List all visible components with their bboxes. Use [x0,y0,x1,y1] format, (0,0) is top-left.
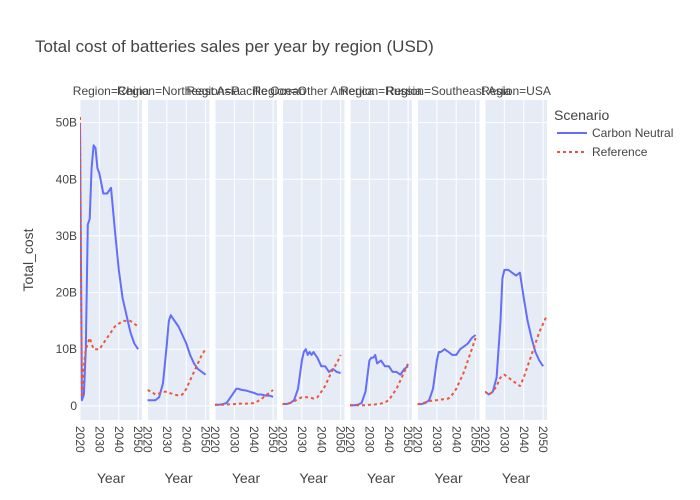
facet-series [417,334,477,406]
facet-background [417,100,480,420]
facet-region-pacific-ocean: Region=Pacific Ocean 2020 2030 2040 2050 Year [186,84,305,486]
x-tick-label: 2040 [179,426,193,453]
facet-region-northeast-asia: Region=Northeast Asia 2020 2030 2040 2050 Yea… [117,84,240,486]
chart-title: Total cost of batteries sales per year b… [35,37,434,56]
x-tick-label: 2040 [449,426,463,453]
x-tick-label: 2020 [208,426,222,453]
y-axis-title: Total_cost [20,228,36,291]
series-line-carbon-neutral[interactable] [485,268,544,396]
facet-label: Region=China [73,84,150,98]
x-tick-label: 2030 [160,426,174,453]
x-axis-title: Year [434,470,463,486]
x-tick-label: 2040 [314,426,328,453]
legend-item-reference[interactable]: Reference [557,145,648,159]
legend-label-reference: Reference [592,145,648,159]
x-tick-label: 2020 [141,426,155,453]
x-tick-label: 2030 [362,426,376,453]
series-line-carbon-neutral[interactable] [350,353,409,407]
series-line-reference[interactable] [147,348,207,397]
x-tick-label: 2030 [497,426,511,453]
legend-item-carbon-neutral[interactable]: Carbon Neutral [557,126,673,140]
x-tick-label: 2050 [536,426,550,453]
facet-label: Region=Northeast Asia [117,84,240,98]
y-tick-label: 50B [56,116,77,130]
facet-region-china: Region=China 2020 2030 2040 2050 Year [73,84,150,486]
x-tick-label: 2050 [469,426,483,453]
x-tick-label: 2050 [401,426,415,453]
facet-label: Region=Pacific Ocean [186,84,305,98]
facet-region-russia: Region=Russia 2020 2030 2040 2050 Year [340,84,422,486]
x-tick-label: 2040 [382,426,396,453]
facet-background [147,100,210,420]
x-tick-label: 2040 [247,426,261,453]
x-tick-label: 2030 [227,426,241,453]
x-tick-label: 2040 [517,426,531,453]
x-tick-label: 2030 [295,426,309,453]
series-line-carbon-neutral[interactable] [80,122,139,402]
x-axis-title: Year [232,470,261,486]
x-axis-title: Year [164,470,193,486]
y-tick-label: 10B [56,342,77,356]
x-tick-label: 2030 [92,426,106,453]
facet-background [282,100,345,420]
series-line-reference[interactable] [282,354,342,406]
x-tick-label: 2020 [343,426,357,453]
legend[interactable]: Scenario Carbon Neutral Reference [554,107,673,159]
facet-series [147,314,207,402]
facet-region-usa: Region=USA 2020 2030 2040 2050 Year [478,84,551,486]
facet-label: Region=Other America [253,84,375,98]
y-axis-ticks: 0 10B 20B 30B 40B 50B [56,116,78,413]
y-tick-label: 40B [56,172,77,186]
facet-label: Region=Southeast Asia [386,84,511,98]
facet-region-other-america: Region=Other America 2020 2030 2040 2050 Year [253,84,375,486]
x-tick-label: 2050 [199,426,213,453]
series-line-reference[interactable] [417,337,477,406]
y-tick-label: 20B [56,286,77,300]
facet-series [485,268,547,396]
facet-label: Region=Russia [340,84,422,98]
x-tick-label: 2020 [276,426,290,453]
facet-label: Region=USA [481,84,551,98]
series-line-carbon-neutral[interactable] [215,387,274,406]
facet-background [485,100,547,420]
facet-background [350,100,412,420]
series-line-carbon-neutral[interactable] [147,314,207,402]
series-line-carbon-neutral[interactable] [417,334,477,406]
series-line-reference[interactable] [485,314,547,396]
x-tick-label: 2050 [334,426,348,453]
x-tick-label: 2020 [411,426,425,453]
x-tick-label: 2040 [112,426,126,453]
y-tick-label: 0 [70,399,77,413]
x-tick-label: 2020 [478,426,492,453]
series-line-carbon-neutral[interactable] [282,348,341,406]
series-line-reference[interactable] [80,116,139,399]
x-axis-title: Year [367,470,396,486]
x-tick-label: 2020 [73,426,87,453]
legend-label-carbon-neutral: Carbon Neutral [592,126,673,140]
facet-region-southeast-asia: Region=Southeast Asia 2020 2030 2040 2050 Yea… [386,84,511,486]
facet-background [215,100,277,420]
facet-series [350,353,410,407]
facet-series [215,387,274,406]
x-axis-title: Year [299,470,328,486]
x-axis-title: Year [502,470,531,486]
x-tick-label: 2030 [430,426,444,453]
facet-series [282,348,342,406]
legend-title: Scenario [554,107,609,123]
x-tick-label: 2050 [131,426,145,453]
x-tick-label: 2050 [266,426,280,453]
facet-background [80,100,142,420]
x-axis-title: Year [97,470,126,486]
facet-series [80,116,139,402]
y-tick-label: 30B [56,229,77,243]
series-line-reference[interactable] [215,389,274,406]
